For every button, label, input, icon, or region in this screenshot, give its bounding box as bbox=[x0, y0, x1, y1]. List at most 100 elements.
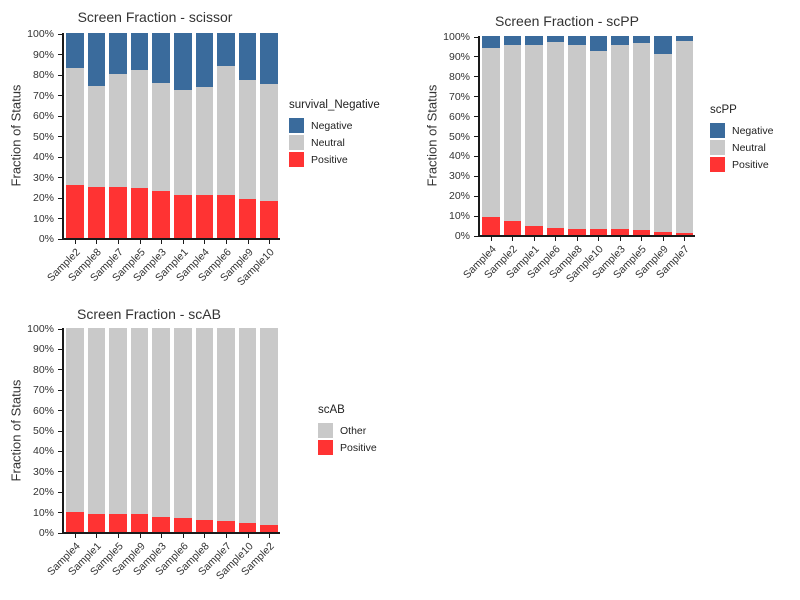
chart-scpp: Screen Fraction - scPP Fraction of Statu… bbox=[416, 0, 736, 300]
legend-survival-negative: survival_Negative Negative Neutral Positiv… bbox=[289, 99, 380, 169]
x-tick-mark bbox=[96, 240, 98, 244]
bar-segment-positive bbox=[260, 201, 278, 238]
y-tick-mark bbox=[474, 136, 478, 137]
y-tick-mark bbox=[58, 471, 62, 473]
bar-segment-negative bbox=[260, 33, 278, 85]
stacked-bar bbox=[152, 33, 170, 238]
stacked-bar bbox=[130, 328, 149, 532]
legend-title: scPP bbox=[710, 104, 737, 116]
bar-segment-negative bbox=[568, 36, 586, 45]
y-axis-tick-label: 70% bbox=[32, 384, 54, 397]
x-tick-mark bbox=[118, 534, 119, 538]
legend-entry-label: Other bbox=[340, 424, 367, 437]
stacked-bar bbox=[87, 328, 106, 532]
legend-title: survival_Negative bbox=[289, 99, 380, 111]
bar-segment-other bbox=[217, 328, 235, 521]
stacked-bar bbox=[525, 36, 543, 235]
bar-segment-positive bbox=[568, 229, 586, 235]
x-tick-mark bbox=[533, 237, 535, 241]
bar-segment-positive bbox=[66, 184, 84, 238]
bar-segment-positive bbox=[195, 194, 214, 238]
y-tick-mark bbox=[474, 155, 478, 157]
y-axis-tick-label: 90% bbox=[448, 50, 470, 63]
legend-swatch-positive bbox=[318, 440, 333, 455]
y-axis-tick-label: 0% bbox=[38, 527, 54, 539]
x-tick-mark bbox=[598, 237, 600, 241]
bar-segment-neutral bbox=[217, 65, 235, 195]
x-tick-mark bbox=[182, 534, 184, 538]
y-tick-mark bbox=[58, 348, 62, 350]
y-axis-tick-label: 80% bbox=[32, 69, 54, 81]
bar-segment-positive bbox=[260, 524, 278, 532]
y-axis-tick-label: 60% bbox=[32, 404, 54, 417]
legend-swatch-negative bbox=[289, 118, 304, 133]
y-axis-tick-label: 0% bbox=[38, 233, 54, 245]
bar-segment-positive bbox=[217, 520, 235, 532]
x-tick-mark bbox=[204, 534, 206, 538]
bar-segment-negative bbox=[173, 33, 192, 91]
bar-segment-negative bbox=[546, 36, 564, 42]
bar-segment-neutral bbox=[195, 87, 214, 195]
x-tick-mark bbox=[619, 237, 621, 241]
bar-segment-neutral bbox=[503, 44, 521, 222]
plot-area bbox=[62, 328, 280, 534]
legend-entry: Other bbox=[318, 423, 377, 438]
y-axis-tick-label: 60% bbox=[448, 110, 470, 123]
bar-segment-positive bbox=[217, 194, 235, 238]
bar-segment-negative bbox=[589, 36, 607, 51]
stacked-bar bbox=[260, 33, 278, 238]
y-tick-mark bbox=[58, 136, 62, 137]
stacked-bar bbox=[611, 36, 629, 235]
legend-entry-label: Negative bbox=[311, 119, 353, 132]
y-tick-mark bbox=[58, 491, 62, 493]
legend-entry: Positive bbox=[289, 152, 380, 167]
y-axis-tick-label: 10% bbox=[32, 506, 54, 519]
bar-segment-other bbox=[130, 328, 149, 514]
x-tick-mark bbox=[139, 240, 141, 244]
y-tick-mark bbox=[474, 116, 478, 118]
bar-segment-negative bbox=[525, 36, 543, 45]
bar-segment-negative bbox=[87, 33, 106, 87]
bar-segment-positive bbox=[109, 513, 127, 532]
y-tick-mark bbox=[474, 36, 478, 38]
x-tick-mark bbox=[96, 534, 98, 538]
legend-swatch-other bbox=[318, 423, 333, 438]
y-axis-tick-label: 60% bbox=[32, 110, 54, 122]
chart-title: Screen Fraction - scissor bbox=[77, 9, 233, 25]
y-axis-tick-label: 70% bbox=[32, 89, 54, 102]
legend-title: scAB bbox=[318, 404, 345, 416]
y-tick-mark bbox=[58, 156, 62, 158]
y-tick-mark bbox=[58, 218, 62, 219]
y-axis-tick-label: 70% bbox=[448, 90, 470, 103]
stacked-bar bbox=[482, 36, 500, 235]
x-tick-mark bbox=[247, 240, 249, 244]
bar-segment-positive bbox=[611, 229, 629, 235]
y-tick-mark bbox=[474, 76, 478, 78]
bar-segment-positive bbox=[546, 228, 564, 235]
y-tick-mark bbox=[58, 54, 62, 55]
bar-segment-positive bbox=[109, 186, 127, 238]
bar-segment-positive bbox=[87, 513, 106, 532]
bar-segment-neutral bbox=[482, 47, 500, 218]
x-tick-mark bbox=[118, 240, 119, 244]
y-axis-tick-label: 90% bbox=[32, 343, 54, 356]
bar-segment-neutral bbox=[238, 80, 257, 200]
legend-entry-label: Positive bbox=[311, 153, 348, 166]
bar-segment-positive bbox=[238, 522, 257, 532]
bar-segment-negative bbox=[654, 36, 672, 54]
y-tick-mark bbox=[58, 512, 62, 514]
y-tick-mark bbox=[58, 95, 62, 96]
bar-segment-negative bbox=[482, 36, 500, 48]
bar-segment-neutral bbox=[632, 42, 650, 230]
bar-segment-positive bbox=[238, 199, 257, 238]
legend-entry: Neutral bbox=[289, 135, 380, 150]
legend-scpp: scPP Negative Neutral Positive bbox=[710, 104, 773, 174]
bar-segment-neutral bbox=[546, 41, 564, 229]
bar-segment-positive bbox=[87, 186, 106, 238]
bar-segment-neutral bbox=[130, 69, 149, 188]
stacked-bar bbox=[87, 33, 106, 238]
bar-segment-neutral bbox=[568, 44, 586, 230]
x-tick-mark bbox=[161, 240, 163, 244]
y-tick-mark bbox=[474, 56, 478, 58]
stacked-bar bbox=[260, 328, 278, 532]
